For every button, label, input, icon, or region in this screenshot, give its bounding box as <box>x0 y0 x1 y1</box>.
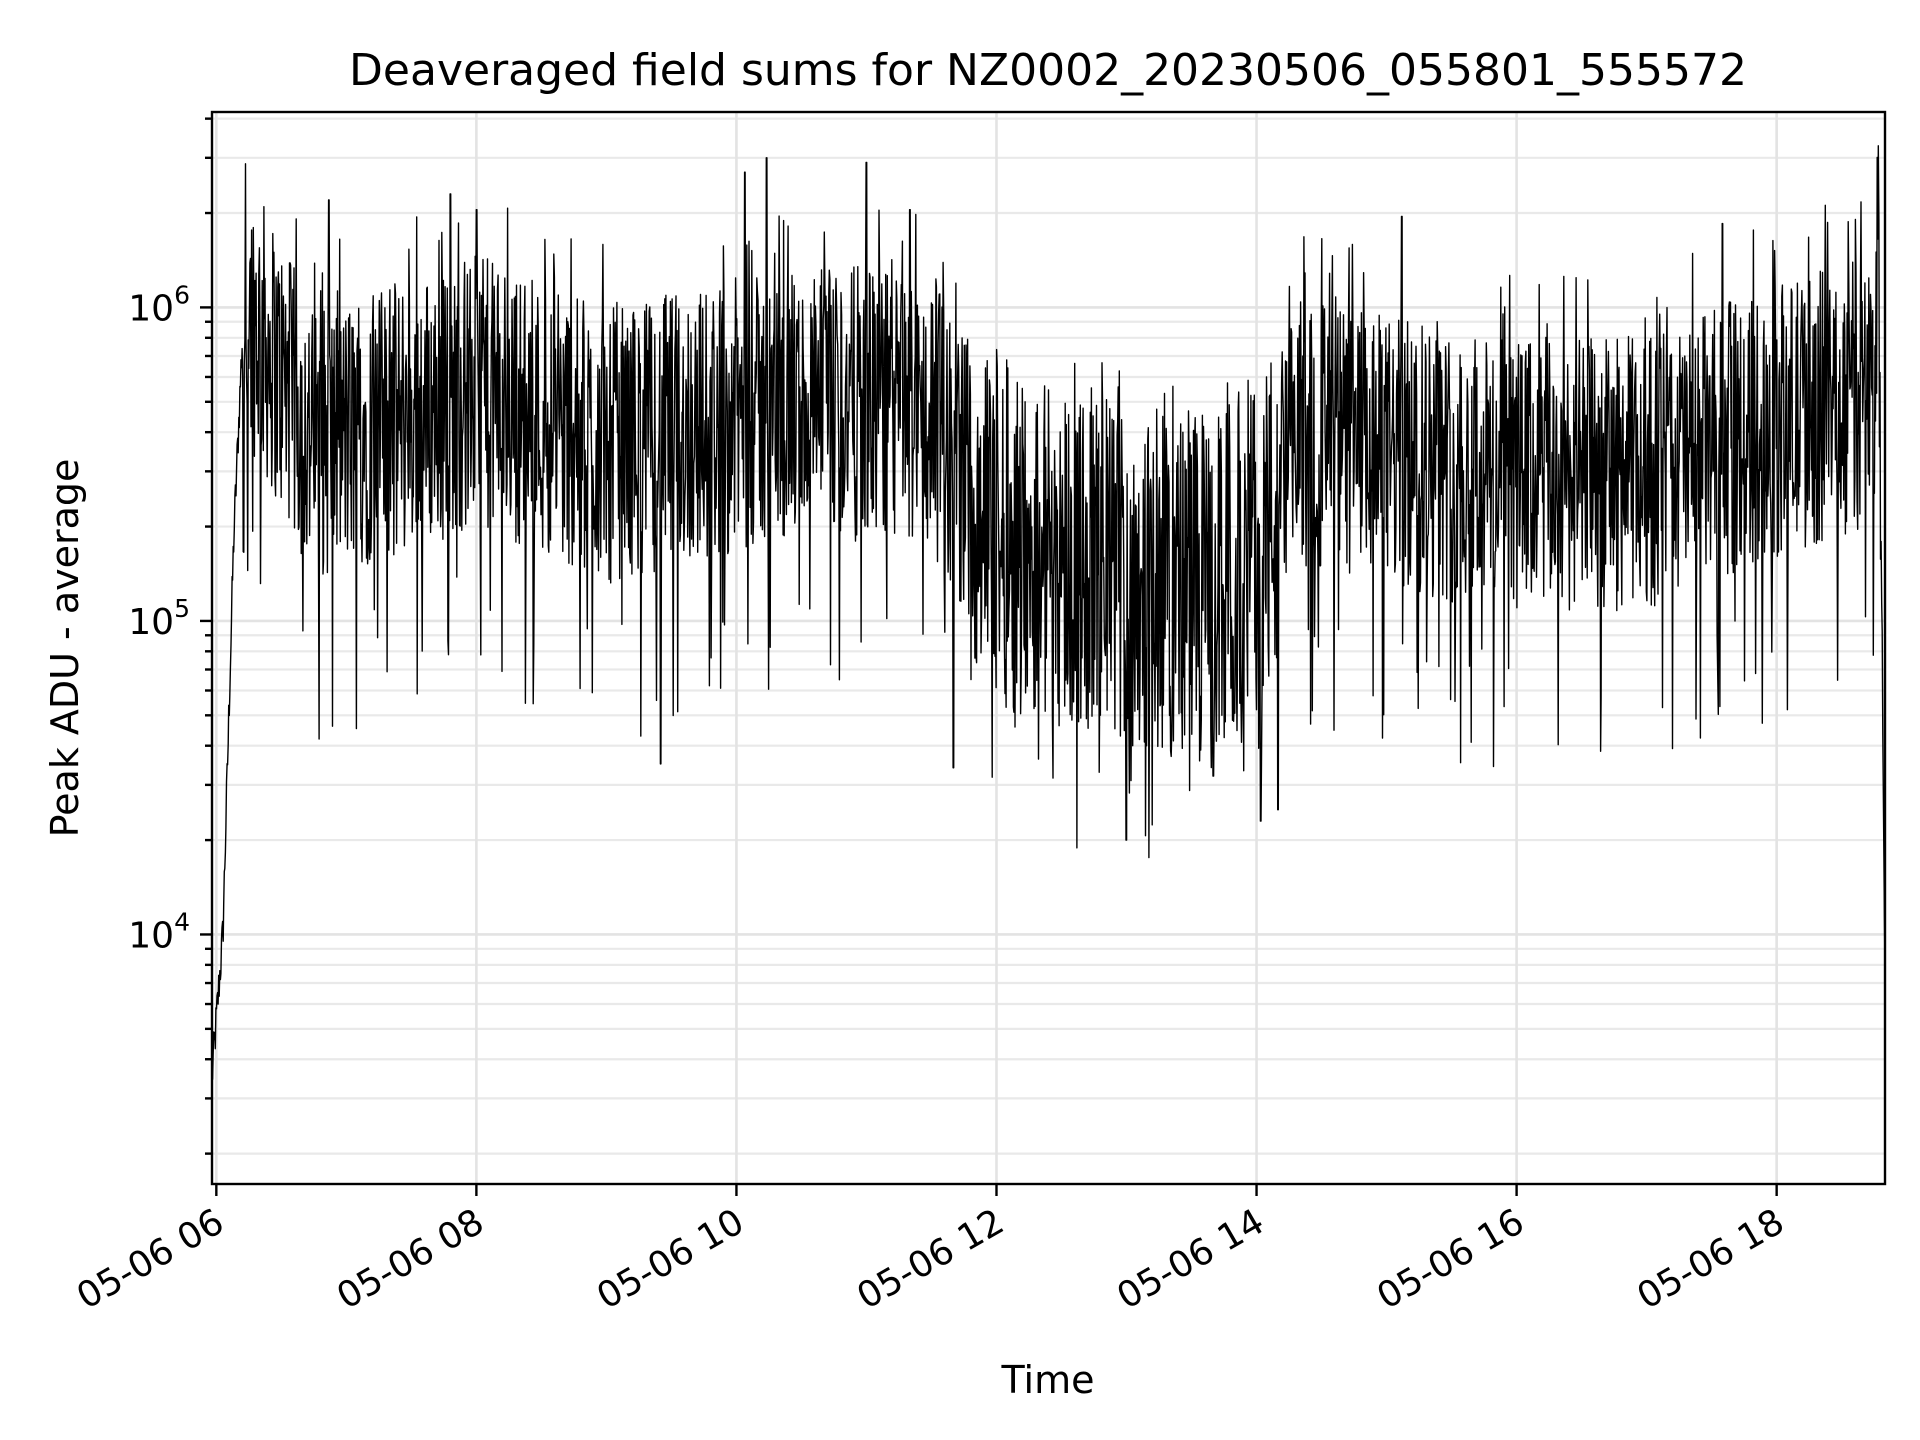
x-axis-label: Time <box>1001 1358 1095 1402</box>
y-tick-label: 104 <box>128 907 190 956</box>
y-axis-label: Peak ADU - average <box>43 459 87 838</box>
plot-area <box>212 145 1885 1080</box>
plot-frame <box>210 110 1887 1186</box>
y-tick-label: 105 <box>128 594 190 643</box>
y-tick-label: 106 <box>128 280 190 329</box>
series-line <box>212 145 1885 1080</box>
chart-title: Deaveraged field sums for NZ0002_2023050… <box>349 45 1747 96</box>
